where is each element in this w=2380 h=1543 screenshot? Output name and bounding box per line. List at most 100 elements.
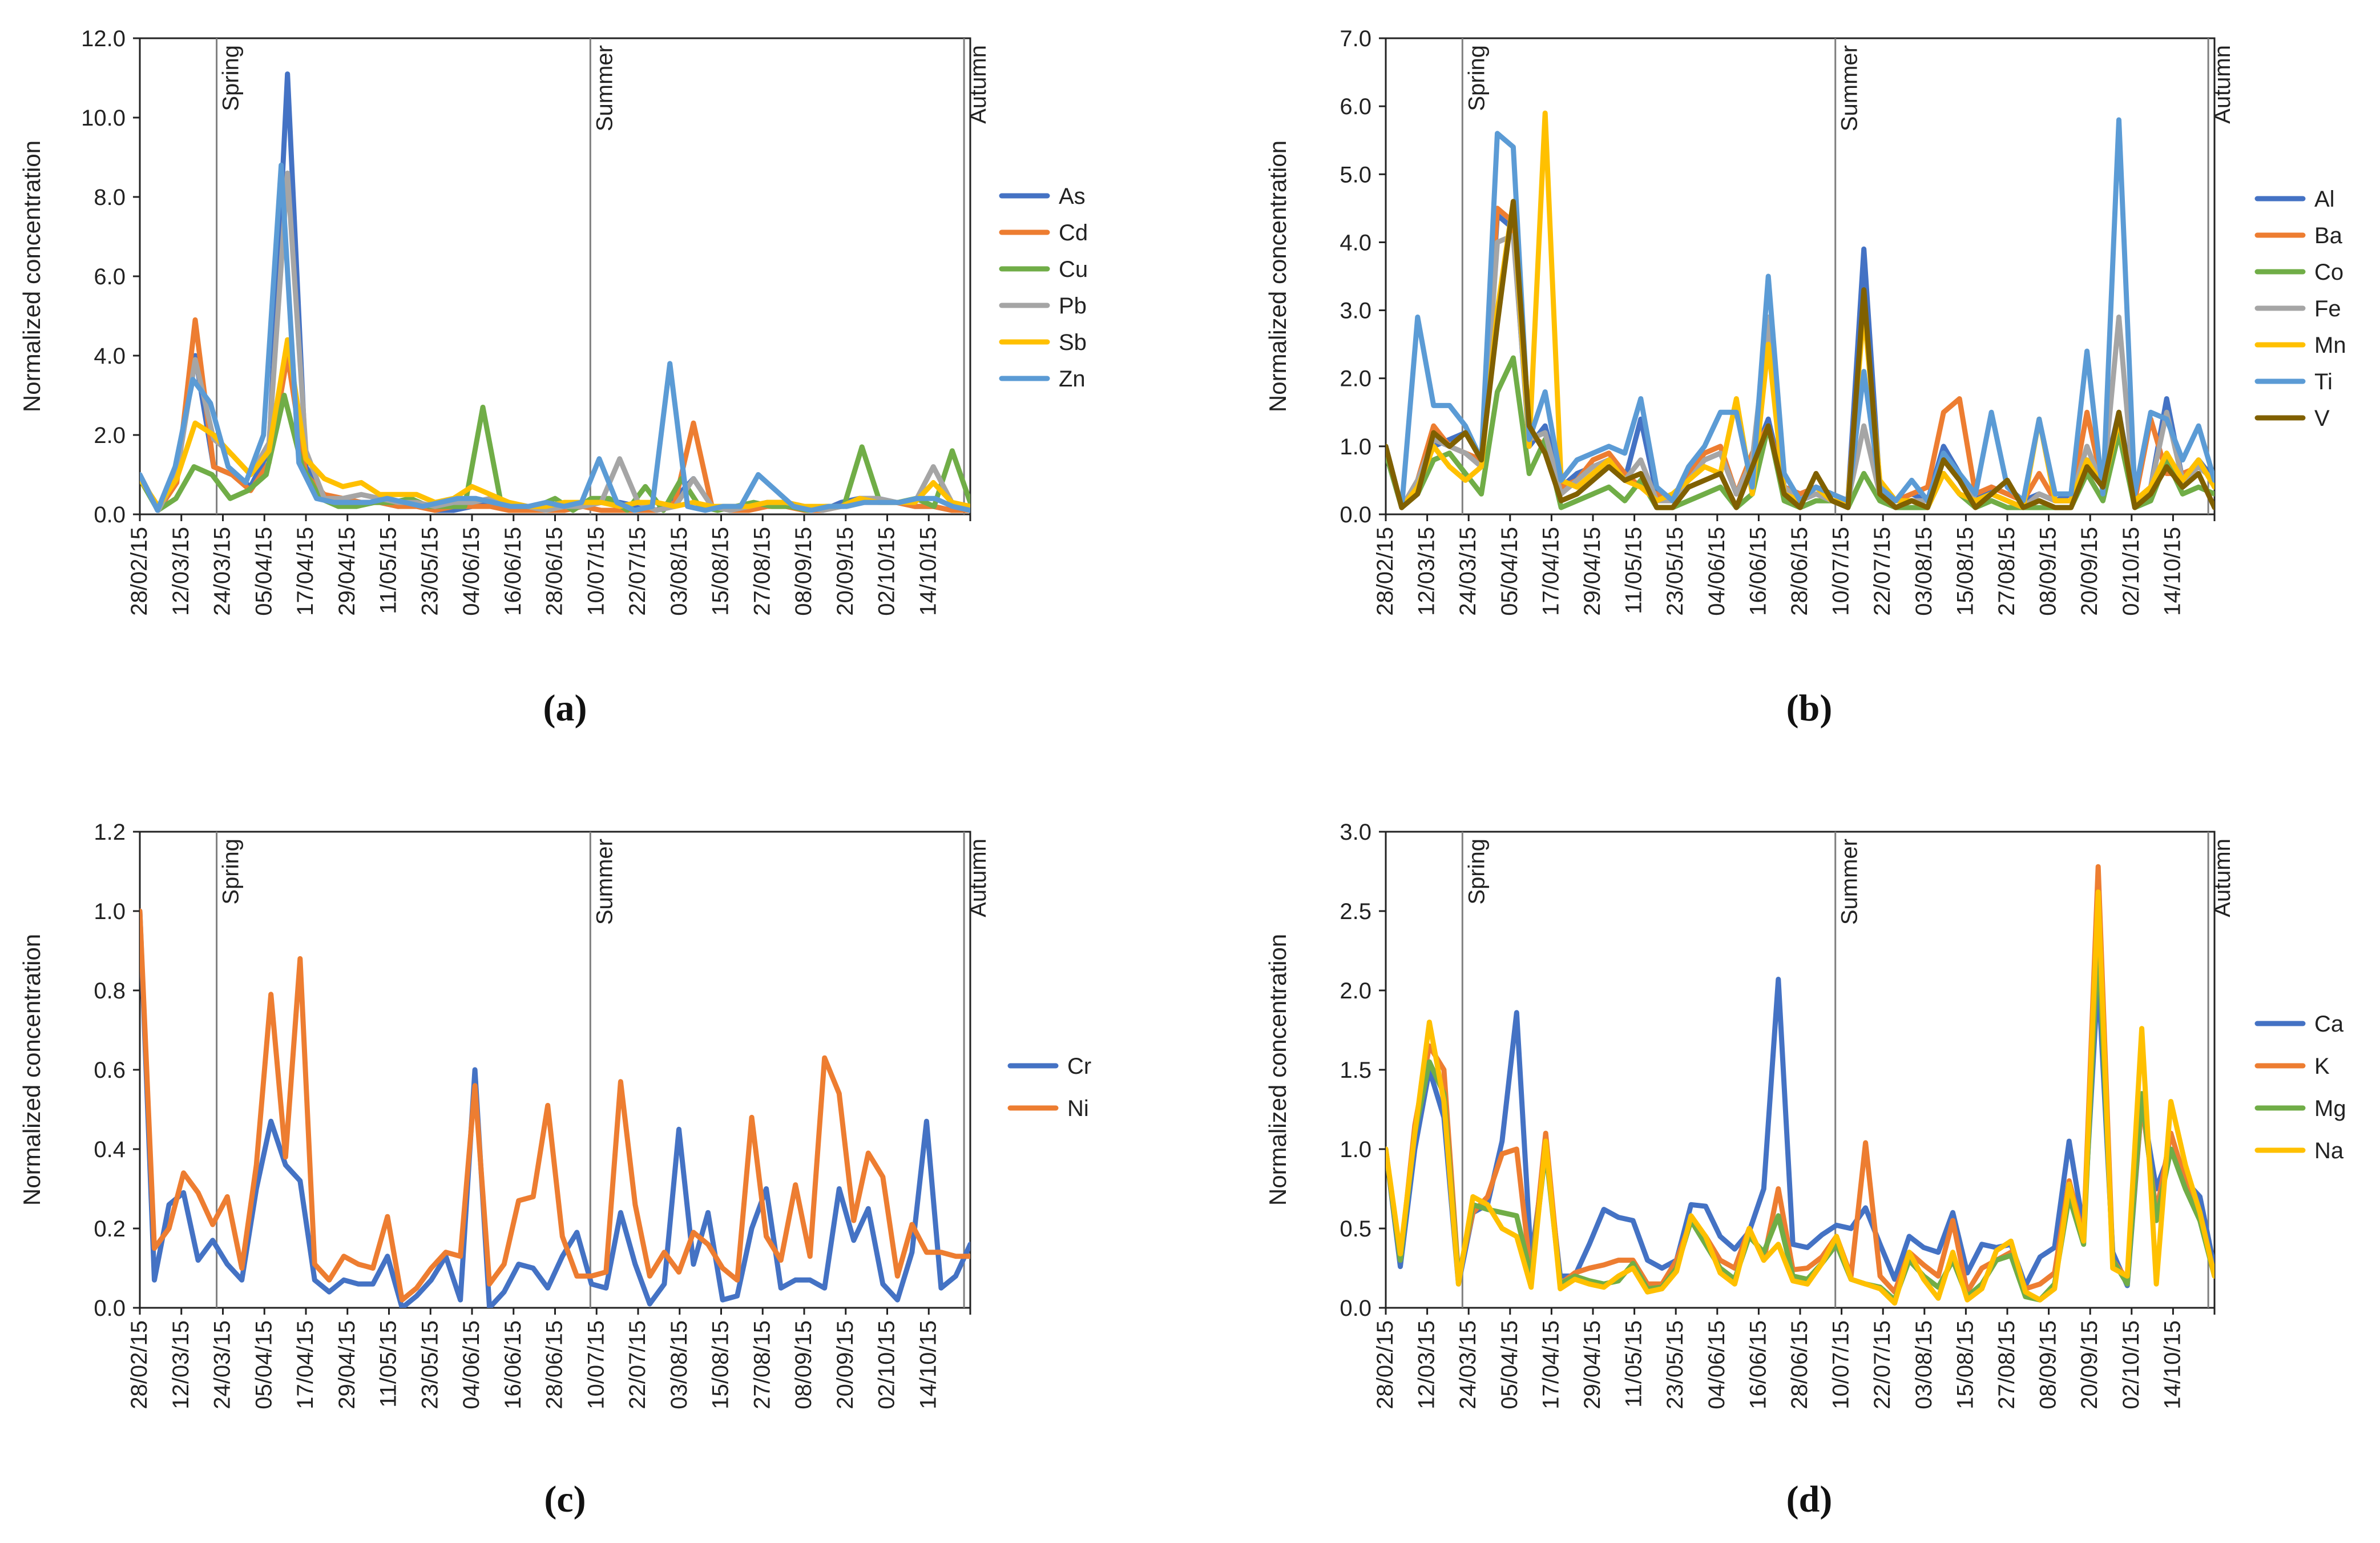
x-tick-label: 03/08/15 <box>1911 527 1937 616</box>
x-tick-label: 28/02/15 <box>127 527 152 616</box>
y-tick-label: 0.0 <box>1340 1296 1371 1321</box>
y-tick-label: 0.0 <box>1340 502 1371 527</box>
chart-panel-b: 0.0 1.0 2.0 3.0 4.0 5.0 6.0 7.0 Normalized conce… <box>1264 26 2346 729</box>
legend-entry: Zn <box>1059 366 1086 392</box>
y-tick-label: 2.5 <box>1340 899 1371 924</box>
y-tick-label: 0.0 <box>94 1296 126 1321</box>
x-tick-label: 28/06/15 <box>1787 1320 1812 1409</box>
legend-entry: As <box>1059 184 1086 209</box>
x-tick-label: 29/04/15 <box>334 527 360 616</box>
panel-label: (d) <box>1786 1478 1833 1520</box>
x-tick-label: 03/08/15 <box>1911 1320 1937 1409</box>
chart-panel-c: 0.0 0.2 0.4 0.6 0.8 1.0 1.2 Normalized concentr… <box>18 820 1091 1520</box>
legend-entry: Sb <box>1059 330 1087 355</box>
x-tick-label: 20/09/15 <box>2077 527 2102 616</box>
x-tick-label: 27/08/15 <box>1994 527 2019 616</box>
y-tick-label: 1.2 <box>94 820 126 845</box>
series-line-as <box>140 71 970 513</box>
y-tick-label: 7.0 <box>1340 26 1371 51</box>
x-tick-label: 10/07/15 <box>583 527 608 616</box>
legend-entry: V <box>2314 406 2330 431</box>
x-tick-label: 20/09/15 <box>2077 1320 2102 1409</box>
x-tick-label: 24/03/15 <box>1455 1320 1481 1409</box>
season-label: Summer <box>592 45 617 131</box>
season-label: Autumn <box>966 45 991 124</box>
legend-entry: Cr <box>1067 1054 1091 1079</box>
plot-area-frame <box>1385 37 2216 515</box>
panel-label: (c) <box>544 1478 586 1520</box>
x-tick-label: 08/09/15 <box>2036 527 2061 616</box>
y-tick-label: 0.5 <box>1340 1216 1371 1242</box>
x-tick-label: 17/04/15 <box>1538 527 1563 616</box>
legend-entry: Na <box>2314 1138 2344 1163</box>
y-tick-label: 1.0 <box>1340 1137 1371 1162</box>
x-tick-label: 14/10/15 <box>915 1320 941 1409</box>
y-tick-label: 3.0 <box>1340 820 1371 845</box>
chart-panel-a: 0.0 2.0 4.0 6.0 8.0 10.0 12.0 Normalized concen… <box>18 26 1088 729</box>
y-axis-label: Normalized concentration <box>1264 140 1291 412</box>
season-label: Autumn <box>966 839 991 917</box>
x-tick-label: 24/03/15 <box>210 1320 235 1409</box>
x-tick-label: 20/09/15 <box>833 527 858 616</box>
legend: Al Ba Co Fe Mn Ti V <box>2254 187 2346 431</box>
series-group <box>140 71 970 513</box>
x-tick-label: 10/07/15 <box>1829 527 1854 616</box>
y-tick-label: 0.8 <box>94 978 126 1004</box>
x-tick-label: 08/09/15 <box>791 1320 816 1409</box>
y-tick-label: 0.6 <box>94 1058 126 1083</box>
x-tick-label: 15/08/15 <box>1953 1320 1978 1409</box>
series-line-na <box>1386 889 2214 1306</box>
legend-entry: Mn <box>2314 333 2346 358</box>
x-tick-label: 23/05/15 <box>1663 1320 1688 1409</box>
x-tick-label: 12/03/15 <box>168 527 193 616</box>
x-tick-label: 28/06/15 <box>1787 527 1812 616</box>
x-tick-label: 29/04/15 <box>1580 527 1605 616</box>
y-tick-label: 4.0 <box>94 344 126 369</box>
x-tick-label: 23/05/15 <box>417 1320 442 1409</box>
legend-entry: Ba <box>2314 223 2343 248</box>
panel-label: (b) <box>1786 687 1833 729</box>
series-line-cr <box>140 908 970 1308</box>
series-line-ni <box>140 908 970 1303</box>
series-line-v <box>1386 199 2214 510</box>
x-tick-label: 14/10/15 <box>915 527 941 616</box>
x-tick-label: 28/02/15 <box>1373 527 1398 616</box>
legend-entry: Ca <box>2314 1012 2344 1037</box>
x-tick-label: 29/04/15 <box>1580 1320 1605 1409</box>
panel-label: (a) <box>543 687 587 729</box>
legend-entry: Cu <box>1059 257 1088 282</box>
y-axis-label: Normalized concentration <box>1264 934 1291 1206</box>
x-tick-label: 22/07/15 <box>625 1320 650 1409</box>
season-label: Summer <box>592 839 617 925</box>
x-tick-label: 17/04/15 <box>293 1320 318 1409</box>
y-tick-label: 1.0 <box>94 899 126 924</box>
x-tick-label: 04/06/15 <box>459 1320 484 1409</box>
y-tick-label: 6.0 <box>1340 94 1371 119</box>
legend: Cr Ni <box>1007 1054 1091 1121</box>
y-tick-label: 2.0 <box>1340 978 1371 1004</box>
series-group <box>1386 110 2214 510</box>
x-tick-label: 02/10/15 <box>2119 1320 2144 1409</box>
x-tick-label: 24/03/15 <box>1455 527 1481 616</box>
x-tick-label: 22/07/15 <box>1870 527 1895 616</box>
y-tick-label: 12.0 <box>81 26 126 51</box>
y-tick-label: 8.0 <box>94 185 126 210</box>
x-tick-label: 28/02/15 <box>127 1320 152 1409</box>
x-tick-label: 23/05/15 <box>1663 527 1688 616</box>
x-tick-label: 27/08/15 <box>1994 1320 2019 1409</box>
x-tick-label: 24/03/15 <box>210 527 235 616</box>
x-tick-label: 08/09/15 <box>2036 1320 2061 1409</box>
x-tick-label: 04/06/15 <box>1704 527 1729 616</box>
x-tick-label: 14/10/15 <box>2160 1320 2185 1409</box>
x-tick-label: 28/02/15 <box>1373 1320 1398 1409</box>
legend-entry: Cd <box>1059 220 1088 245</box>
x-tick-label: 22/07/15 <box>1870 1320 1895 1409</box>
legend-entry: K <box>2314 1054 2330 1079</box>
legend-entry: Mg <box>2314 1096 2346 1121</box>
x-tick-label: 12/03/15 <box>1414 527 1439 616</box>
legend-entry: Al <box>2314 187 2335 212</box>
x-tick-label: 17/04/15 <box>1538 1320 1563 1409</box>
y-tick-label: 5.0 <box>1340 162 1371 187</box>
season-label: Autumn <box>2210 45 2235 124</box>
y-tick-label: 3.0 <box>1340 299 1371 324</box>
